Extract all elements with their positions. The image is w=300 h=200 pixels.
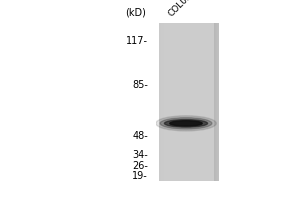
Ellipse shape	[170, 121, 202, 126]
Text: 26-: 26-	[132, 161, 148, 171]
Ellipse shape	[160, 118, 212, 129]
Text: 34-: 34-	[133, 150, 148, 160]
Ellipse shape	[156, 116, 216, 131]
Text: 117-: 117-	[126, 36, 148, 46]
Ellipse shape	[164, 120, 208, 127]
Text: 19-: 19-	[133, 171, 148, 181]
Text: 48-: 48-	[133, 131, 148, 141]
Text: (kD): (kD)	[125, 7, 146, 17]
Text: COL0205: COL0205	[166, 0, 202, 19]
Text: 85-: 85-	[132, 80, 148, 90]
